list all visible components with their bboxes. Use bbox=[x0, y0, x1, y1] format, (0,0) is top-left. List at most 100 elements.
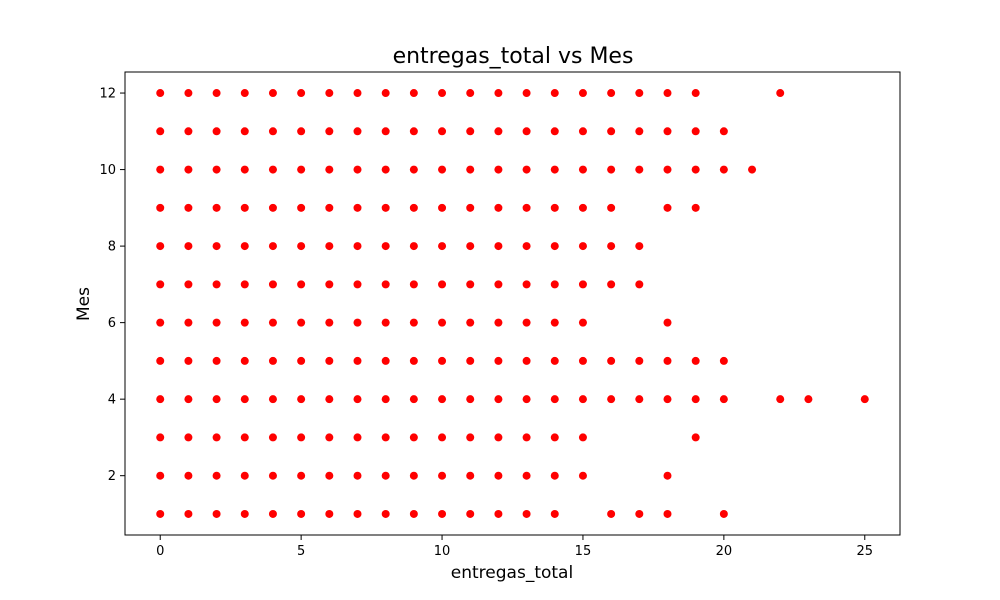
data-point bbox=[466, 127, 475, 136]
data-point bbox=[691, 127, 700, 136]
data-point bbox=[550, 356, 559, 365]
data-point bbox=[663, 395, 672, 404]
data-point bbox=[156, 509, 165, 518]
data-point bbox=[297, 203, 306, 212]
data-point bbox=[381, 127, 390, 136]
data-point bbox=[438, 203, 447, 212]
data-point bbox=[297, 280, 306, 289]
data-point bbox=[240, 127, 249, 136]
data-point bbox=[297, 242, 306, 251]
data-point bbox=[438, 280, 447, 289]
data-point bbox=[325, 509, 334, 518]
data-point bbox=[156, 395, 165, 404]
data-point bbox=[663, 165, 672, 174]
data-point bbox=[578, 127, 587, 136]
data-point bbox=[578, 203, 587, 212]
data-point bbox=[353, 127, 362, 136]
data-point bbox=[804, 395, 813, 404]
data-point bbox=[297, 89, 306, 98]
data-point bbox=[409, 165, 418, 174]
data-point bbox=[607, 89, 616, 98]
data-point bbox=[409, 127, 418, 136]
data-point bbox=[325, 356, 334, 365]
data-point bbox=[184, 89, 193, 98]
data-point bbox=[466, 165, 475, 174]
data-point bbox=[325, 242, 334, 251]
data-point bbox=[494, 356, 503, 365]
data-point bbox=[494, 318, 503, 327]
data-point bbox=[691, 433, 700, 442]
data-point bbox=[409, 203, 418, 212]
data-point bbox=[353, 280, 362, 289]
data-point bbox=[494, 89, 503, 98]
data-point bbox=[550, 203, 559, 212]
data-point bbox=[607, 395, 616, 404]
data-point bbox=[663, 89, 672, 98]
data-point bbox=[466, 242, 475, 251]
data-point bbox=[240, 165, 249, 174]
y-tick-label: 12 bbox=[99, 87, 116, 102]
data-point bbox=[353, 318, 362, 327]
data-point bbox=[381, 509, 390, 518]
data-point bbox=[607, 242, 616, 251]
data-point bbox=[325, 433, 334, 442]
data-point bbox=[184, 395, 193, 404]
data-point bbox=[212, 471, 221, 480]
data-point bbox=[522, 127, 531, 136]
data-point bbox=[353, 242, 362, 251]
data-point bbox=[240, 203, 249, 212]
data-point bbox=[663, 509, 672, 518]
data-point bbox=[409, 395, 418, 404]
data-point bbox=[691, 395, 700, 404]
data-point bbox=[156, 203, 165, 212]
data-point bbox=[522, 395, 531, 404]
data-point bbox=[466, 203, 475, 212]
data-point bbox=[409, 89, 418, 98]
data-point bbox=[297, 356, 306, 365]
data-point bbox=[156, 242, 165, 251]
data-point bbox=[184, 433, 193, 442]
data-point bbox=[438, 127, 447, 136]
data-point bbox=[635, 242, 644, 251]
data-point bbox=[268, 165, 277, 174]
data-point bbox=[268, 242, 277, 251]
data-point bbox=[607, 356, 616, 365]
data-point bbox=[578, 433, 587, 442]
data-point bbox=[438, 509, 447, 518]
data-point bbox=[663, 318, 672, 327]
data-point bbox=[409, 433, 418, 442]
data-point bbox=[663, 203, 672, 212]
data-point bbox=[550, 433, 559, 442]
data-point bbox=[268, 280, 277, 289]
data-point bbox=[578, 471, 587, 480]
data-point bbox=[325, 395, 334, 404]
data-point bbox=[297, 395, 306, 404]
data-point bbox=[409, 280, 418, 289]
data-point bbox=[184, 318, 193, 327]
data-point bbox=[240, 89, 249, 98]
data-point bbox=[240, 509, 249, 518]
data-point bbox=[212, 318, 221, 327]
data-point bbox=[607, 127, 616, 136]
data-point bbox=[860, 395, 869, 404]
data-point bbox=[494, 165, 503, 174]
data-point bbox=[438, 242, 447, 251]
y-axis-label: Mes bbox=[74, 287, 94, 321]
data-point bbox=[240, 318, 249, 327]
data-point bbox=[494, 433, 503, 442]
data-point bbox=[691, 165, 700, 174]
data-point bbox=[212, 242, 221, 251]
data-point bbox=[212, 356, 221, 365]
data-point bbox=[297, 433, 306, 442]
data-point bbox=[494, 242, 503, 251]
x-tick-label: 15 bbox=[575, 544, 592, 559]
data-point bbox=[240, 242, 249, 251]
data-point bbox=[522, 318, 531, 327]
data-point bbox=[156, 318, 165, 327]
data-point bbox=[240, 433, 249, 442]
data-point bbox=[409, 509, 418, 518]
y-tick-label: 8 bbox=[108, 240, 116, 255]
data-point bbox=[522, 471, 531, 480]
data-point bbox=[325, 127, 334, 136]
data-point bbox=[635, 89, 644, 98]
